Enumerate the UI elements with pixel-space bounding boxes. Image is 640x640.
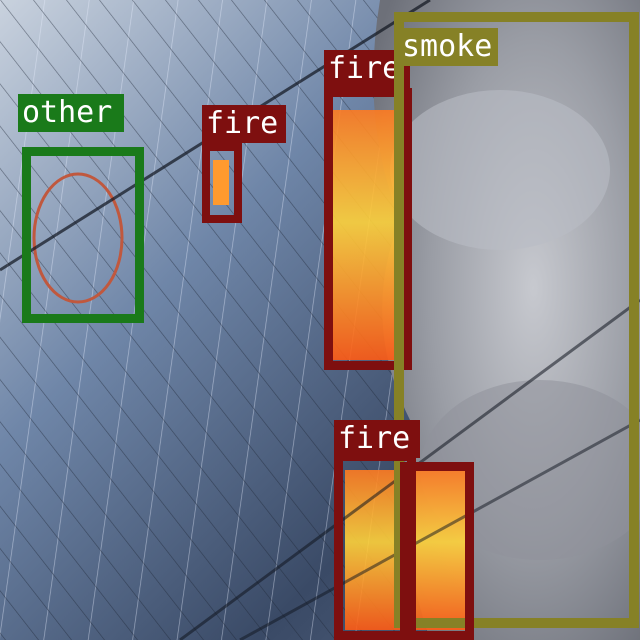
worker-circle-mark	[32, 172, 124, 304]
detection-label-other: other	[18, 94, 124, 132]
detection-box-fire	[400, 462, 474, 640]
detection-label-fire: fire	[202, 105, 286, 143]
detection-box-fire	[202, 143, 242, 223]
diagonal-cable	[239, 418, 640, 640]
detection-label-smoke: smoke	[398, 28, 498, 66]
detection-box-fire	[324, 88, 412, 370]
detection-box-smoke	[394, 12, 639, 628]
detection-label-fire: fire	[334, 420, 420, 458]
detection-box-other	[22, 147, 144, 323]
smoke-puff	[390, 90, 610, 250]
flames	[332, 110, 394, 360]
flames	[213, 160, 229, 205]
smoke-puff	[420, 380, 640, 560]
